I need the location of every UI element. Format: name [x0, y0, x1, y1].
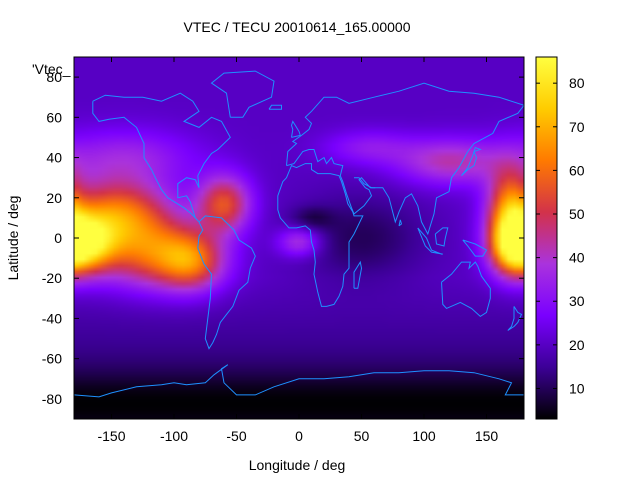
coastline-arabia-iran — [354, 177, 376, 189]
y-tick-label: -60 — [42, 351, 62, 367]
colorbar-tick-label: 50 — [569, 206, 585, 222]
x-tick-label: 150 — [475, 428, 499, 444]
y-axis-label: Latitude / deg — [5, 196, 21, 281]
x-tick-label: 0 — [295, 428, 303, 444]
colorbar-tick-label: 30 — [569, 293, 585, 309]
heatmap-layer — [74, 57, 524, 419]
y-tick-label: 40 — [46, 150, 62, 166]
y-tick-label: 20 — [46, 190, 62, 206]
key-label: 'Vtec_ — [32, 61, 71, 77]
y-tick-label: 60 — [46, 109, 62, 125]
colorbar-tick-label: 70 — [569, 119, 585, 135]
x-axis: -150 -100 -50 0 50 100 150 — [97, 57, 498, 444]
y-tick-label: -20 — [42, 270, 62, 286]
colorbar-gradient — [536, 57, 557, 419]
coastline-south-america — [197, 215, 256, 350]
coastline-new-guinea — [462, 239, 488, 257]
colorbar-tick-label: 20 — [569, 337, 585, 353]
coastlines — [74, 70, 524, 398]
coastline-greenland — [210, 70, 275, 118]
y-tick-label: -40 — [42, 310, 62, 326]
coastline-india-sri-lanka — [398, 219, 403, 227]
vtec-heatmap-image — [74, 57, 524, 419]
coastline-iceland — [268, 104, 282, 110]
coastline-british-isles — [290, 120, 301, 138]
coastline-new-zealand — [507, 306, 523, 331]
coastline-sumatra-java — [417, 227, 443, 255]
colorbar-tick-label: 40 — [569, 250, 585, 266]
x-tick-label: -150 — [97, 428, 125, 444]
x-tick-label: -50 — [226, 428, 246, 444]
coastline-africa — [277, 163, 364, 307]
colorbar-frame — [535, 56, 558, 420]
y-axis: -80 -60 -40 -20 0 20 40 60 80 — [42, 69, 524, 407]
coastline-australia — [441, 261, 491, 318]
y-tick-label: 80 — [46, 69, 62, 85]
colorbar-tick-label: 80 — [569, 75, 585, 91]
x-tick-label: 100 — [412, 428, 436, 444]
x-tick-label: -100 — [160, 428, 188, 444]
colorbar: 10 20 30 40 50 60 70 80 — [535, 56, 585, 420]
y-tick-label: -80 — [42, 391, 62, 407]
x-axis-label: Longitude / deg — [249, 457, 346, 473]
coastline-antarctica — [74, 364, 524, 398]
coastline-philippines-borneo — [434, 227, 449, 247]
coastline-japan — [461, 146, 482, 177]
x-tick-label: 50 — [354, 428, 370, 444]
y-tick-label: 0 — [54, 230, 62, 246]
coastline-madagascar — [353, 260, 363, 289]
colorbar-tick-label: 10 — [569, 380, 585, 396]
coastline-europe-asia — [286, 82, 524, 236]
colorbar-tick-label: 60 — [569, 162, 585, 178]
chart-title: VTEC / TECU 20010614_165.00000 — [183, 19, 410, 35]
coastline-north-america — [92, 92, 231, 223]
colorbar-ticks: 10 20 30 40 50 60 70 80 — [536, 75, 585, 396]
